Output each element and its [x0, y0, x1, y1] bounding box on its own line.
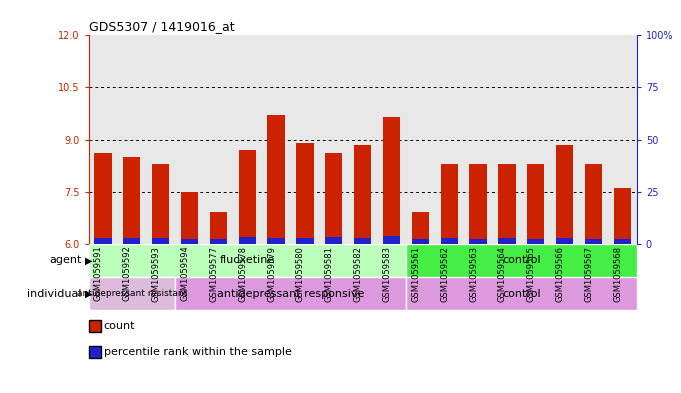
- Text: GSM1059582: GSM1059582: [353, 246, 362, 301]
- Bar: [406, 277, 637, 310]
- Text: individual: individual: [27, 289, 82, 299]
- Bar: [210, 212, 227, 244]
- Text: agent: agent: [49, 255, 82, 265]
- Bar: [354, 145, 371, 244]
- Bar: [614, 188, 631, 244]
- Text: count: count: [104, 321, 135, 331]
- Text: GSM1059583: GSM1059583: [383, 246, 392, 301]
- Bar: [238, 150, 256, 244]
- Bar: [354, 239, 371, 244]
- Bar: [89, 277, 175, 310]
- Text: GSM1059581: GSM1059581: [325, 246, 334, 301]
- Text: ▶: ▶: [85, 255, 93, 265]
- Bar: [238, 237, 256, 244]
- Text: GSM1059565: GSM1059565: [526, 246, 536, 301]
- Text: GSM1059561: GSM1059561: [411, 246, 420, 301]
- Text: GDS5307 / 1419016_at: GDS5307 / 1419016_at: [89, 20, 234, 33]
- Text: antidepressant responsive: antidepressant responsive: [217, 289, 364, 299]
- Bar: [441, 164, 458, 244]
- Bar: [498, 164, 516, 244]
- Text: GSM1059568: GSM1059568: [614, 246, 622, 301]
- Text: GSM1059566: GSM1059566: [556, 246, 565, 301]
- Bar: [441, 239, 458, 244]
- Bar: [383, 236, 400, 244]
- Text: GSM1059579: GSM1059579: [267, 246, 276, 301]
- Text: GSM1059578: GSM1059578: [238, 246, 247, 301]
- Text: GSM1059594: GSM1059594: [180, 246, 189, 301]
- Bar: [89, 244, 406, 277]
- Bar: [181, 239, 198, 244]
- Bar: [556, 145, 573, 244]
- Bar: [383, 117, 400, 244]
- Text: GSM1059567: GSM1059567: [584, 246, 593, 301]
- Bar: [556, 239, 573, 244]
- Bar: [412, 212, 429, 244]
- Bar: [498, 239, 516, 244]
- Bar: [585, 239, 602, 244]
- Text: GSM1059563: GSM1059563: [469, 246, 478, 301]
- Bar: [152, 164, 170, 244]
- Text: percentile rank within the sample: percentile rank within the sample: [104, 347, 291, 357]
- Bar: [181, 191, 198, 244]
- Text: GSM1059562: GSM1059562: [440, 246, 449, 301]
- Bar: [94, 153, 112, 244]
- Bar: [123, 239, 140, 244]
- Bar: [585, 164, 602, 244]
- Bar: [152, 239, 170, 244]
- Bar: [325, 153, 343, 244]
- Bar: [406, 244, 637, 277]
- Text: GSM1059593: GSM1059593: [152, 246, 161, 301]
- Text: GSM1059580: GSM1059580: [296, 246, 305, 301]
- Text: control: control: [502, 289, 541, 299]
- Text: GSM1059577: GSM1059577: [209, 246, 219, 301]
- Bar: [268, 239, 285, 244]
- Bar: [175, 277, 406, 310]
- Text: GSM1059591: GSM1059591: [94, 246, 103, 301]
- Bar: [296, 143, 313, 244]
- Bar: [94, 239, 112, 244]
- Bar: [296, 239, 313, 244]
- Bar: [469, 164, 487, 244]
- Text: antidepressant resistant: antidepressant resistant: [77, 289, 187, 298]
- Bar: [325, 237, 343, 244]
- Text: GSM1059564: GSM1059564: [498, 246, 507, 301]
- Bar: [469, 239, 487, 244]
- Bar: [268, 115, 285, 244]
- Bar: [123, 157, 140, 244]
- Text: ▶: ▶: [85, 289, 93, 299]
- Text: fluoxetine: fluoxetine: [219, 255, 275, 265]
- Bar: [412, 239, 429, 244]
- Bar: [527, 239, 544, 244]
- Text: control: control: [502, 255, 541, 265]
- Bar: [210, 239, 227, 244]
- Bar: [614, 239, 631, 244]
- Text: GSM1059592: GSM1059592: [123, 246, 132, 301]
- Bar: [527, 164, 544, 244]
